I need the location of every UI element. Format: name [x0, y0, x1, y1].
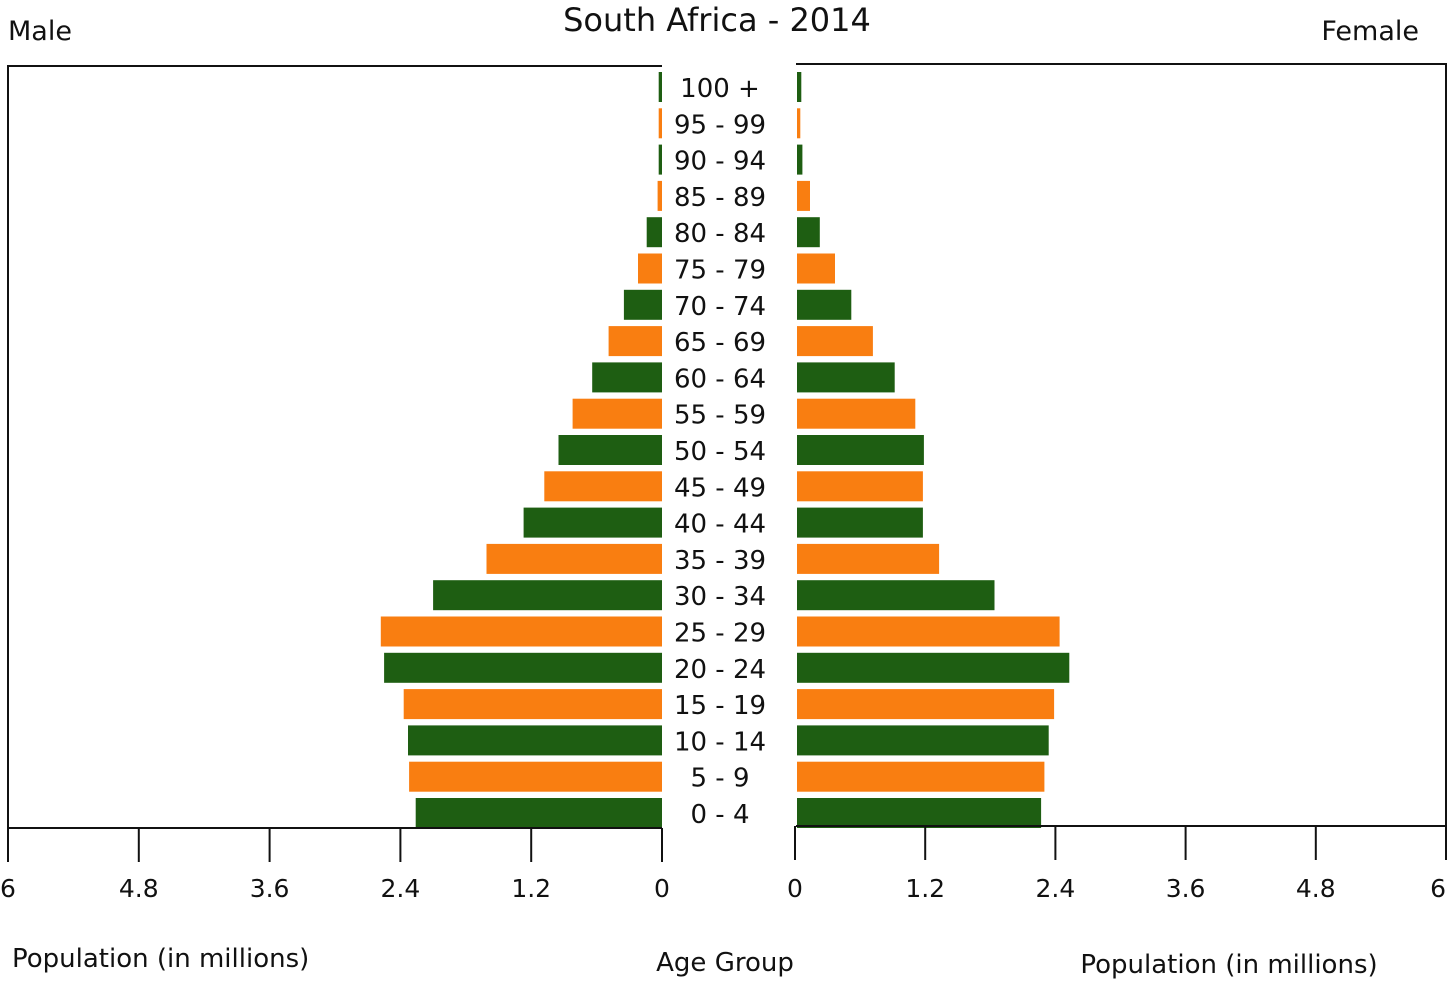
- female-bar: [797, 289, 852, 320]
- female-label: Female: [1321, 16, 1419, 47]
- female-bar: [797, 180, 810, 211]
- male-bar: [408, 725, 662, 756]
- male-bar: [638, 253, 662, 284]
- age-group-label: 70 - 74: [674, 292, 766, 322]
- male-tick-label: 2.4: [381, 874, 421, 903]
- male-label: Male: [8, 16, 72, 47]
- male-bar: [486, 543, 662, 574]
- female-bar: [797, 435, 924, 465]
- age-group-label: 0 - 4: [691, 800, 750, 830]
- female-bar: [797, 471, 923, 502]
- age-group-label: 75 - 79: [674, 256, 766, 286]
- female-bar: [797, 689, 1055, 720]
- age-group-label: 100 +: [680, 74, 760, 104]
- male-axis-ticks: 6 4.8 3.6 2.4 1.2 0: [0, 828, 670, 903]
- age-group-label: 20 - 24: [674, 655, 766, 685]
- female-bar: [797, 326, 873, 357]
- male-tick-label: 0: [654, 874, 670, 903]
- female-tick-label: 6: [1430, 874, 1446, 903]
- male-bar: [558, 435, 662, 465]
- male-bar: [658, 108, 662, 139]
- male-bar: [544, 471, 662, 502]
- female-tick-label: 3.6: [1166, 874, 1206, 903]
- female-bar: [797, 144, 803, 175]
- male-tick-label: 4.8: [119, 874, 159, 903]
- age-group-label: 55 - 59: [674, 401, 766, 431]
- female-tick-label: 4.8: [1296, 874, 1336, 903]
- female-tick-label: 0: [787, 874, 803, 903]
- age-group-label: 50 - 54: [674, 437, 766, 467]
- female-bar: [797, 362, 895, 393]
- age-group-label: 40 - 44: [674, 510, 766, 540]
- female-bar: [797, 798, 1042, 828]
- male-bar: [592, 362, 662, 393]
- female-plot-frame: [796, 63, 1447, 827]
- female-bar: [797, 761, 1045, 792]
- female-bars: [797, 72, 1070, 828]
- male-bar: [608, 326, 662, 357]
- female-bar: [797, 72, 802, 102]
- male-bar: [658, 144, 662, 175]
- female-bar: [797, 507, 923, 538]
- male-bar: [646, 217, 662, 248]
- male-bar: [403, 689, 662, 720]
- female-bar: [797, 217, 820, 248]
- age-group-label: 25 - 29: [674, 619, 766, 649]
- male-bar: [409, 761, 662, 792]
- male-bar: [380, 616, 662, 647]
- male-bars: [380, 72, 662, 828]
- female-bar: [797, 652, 1070, 683]
- male-tick-label: 1.2: [511, 874, 551, 903]
- male-tick-label: 6: [0, 874, 16, 903]
- male-plot-frame: [7, 65, 662, 829]
- male-x-axis-label: Population (in millions): [12, 944, 309, 974]
- female-bar: [797, 543, 940, 574]
- age-group-label: 90 - 94: [674, 147, 766, 177]
- age-group-label: 30 - 34: [674, 582, 766, 612]
- chart-title: South Africa - 2014: [563, 1, 871, 39]
- male-bar: [572, 398, 662, 429]
- female-axis-ticks: 0 1.2 2.4 3.6 4.8 6: [787, 826, 1447, 903]
- age-group-label: 60 - 64: [674, 364, 766, 394]
- male-bar: [415, 798, 662, 828]
- female-bar: [797, 725, 1049, 756]
- female-bar: [797, 253, 835, 284]
- male-bar: [384, 652, 662, 683]
- male-bar: [523, 507, 662, 538]
- age-group-label: 95 - 99: [674, 110, 766, 140]
- age-group-label: 15 - 19: [674, 691, 766, 721]
- male-bar: [433, 580, 662, 611]
- female-tick-label: 2.4: [1036, 874, 1076, 903]
- male-tick-label: 3.6: [250, 874, 290, 903]
- age-group-label: 5 - 9: [691, 764, 750, 794]
- age-group-labels: 100 + 95 - 99 90 - 94 85 - 89 80 - 84 75 - 79…: [674, 74, 766, 830]
- age-group-label: 35 - 39: [674, 546, 766, 576]
- age-group-axis-label: Age Group: [656, 948, 794, 978]
- female-x-axis-label: Population (in millions): [1080, 950, 1377, 980]
- age-group-label: 65 - 69: [674, 328, 766, 358]
- age-group-label: 10 - 14: [674, 727, 766, 757]
- age-group-label: 85 - 89: [674, 183, 766, 213]
- male-bar: [657, 180, 662, 211]
- female-bar: [797, 108, 801, 139]
- male-bar: [658, 72, 662, 102]
- female-tick-label: 1.2: [905, 874, 945, 903]
- male-bar: [623, 289, 662, 320]
- female-bar: [797, 616, 1060, 647]
- age-group-label: 45 - 49: [674, 473, 766, 503]
- female-bar: [797, 580, 995, 611]
- age-group-label: 80 - 84: [674, 219, 766, 249]
- female-bar: [797, 398, 916, 429]
